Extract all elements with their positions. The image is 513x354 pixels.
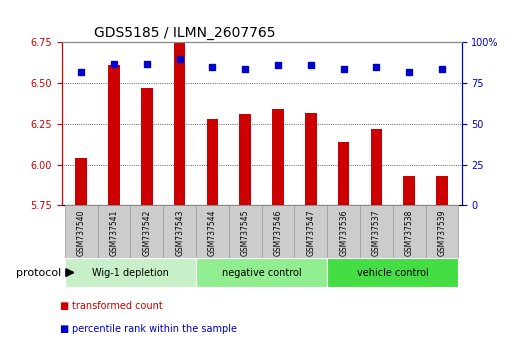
Text: GSM737545: GSM737545 (241, 210, 250, 256)
Bar (371, 129, 382, 205)
Text: vehicle control: vehicle control (357, 268, 429, 278)
Text: GSM737538: GSM737538 (405, 210, 413, 256)
Bar (404, 176, 415, 205)
Text: negative control: negative control (222, 268, 302, 278)
Bar (240, 114, 251, 205)
Text: GSM737543: GSM737543 (175, 210, 184, 256)
Bar (75, 158, 87, 205)
Bar (360, 205, 393, 258)
Bar (262, 205, 294, 258)
Text: GSM737540: GSM737540 (77, 210, 86, 256)
Text: protocol: protocol (16, 268, 62, 278)
Bar (65, 258, 196, 287)
Bar (327, 258, 459, 287)
Text: Wig-1 depletion: Wig-1 depletion (92, 268, 169, 278)
Text: GDS5185 / ILMN_2607765: GDS5185 / ILMN_2607765 (93, 26, 275, 40)
Text: ■: ■ (59, 301, 68, 311)
Bar (305, 113, 317, 205)
Bar (174, 42, 185, 205)
Bar (108, 65, 120, 205)
Text: GSM737544: GSM737544 (208, 210, 217, 256)
Bar (426, 205, 459, 258)
Bar (196, 205, 229, 258)
Text: GSM737546: GSM737546 (273, 210, 283, 256)
Text: GSM737539: GSM737539 (438, 210, 446, 256)
Bar (338, 142, 349, 205)
Bar (436, 176, 448, 205)
Bar (130, 205, 163, 258)
Text: ■: ■ (59, 324, 68, 334)
Bar (207, 119, 218, 205)
Text: GSM737541: GSM737541 (110, 210, 119, 256)
Bar (272, 109, 284, 205)
Text: GSM737537: GSM737537 (372, 210, 381, 256)
Bar (196, 258, 327, 287)
Bar (229, 205, 262, 258)
Bar (163, 205, 196, 258)
Text: transformed count: transformed count (72, 301, 163, 311)
Bar (65, 205, 97, 258)
Text: GSM737542: GSM737542 (142, 210, 151, 256)
Text: GSM737536: GSM737536 (339, 210, 348, 256)
Bar (141, 88, 152, 205)
Bar (393, 205, 426, 258)
Bar (294, 205, 327, 258)
Text: percentile rank within the sample: percentile rank within the sample (72, 324, 237, 334)
Bar (327, 205, 360, 258)
Bar (97, 205, 130, 258)
Text: GSM737547: GSM737547 (306, 210, 315, 256)
